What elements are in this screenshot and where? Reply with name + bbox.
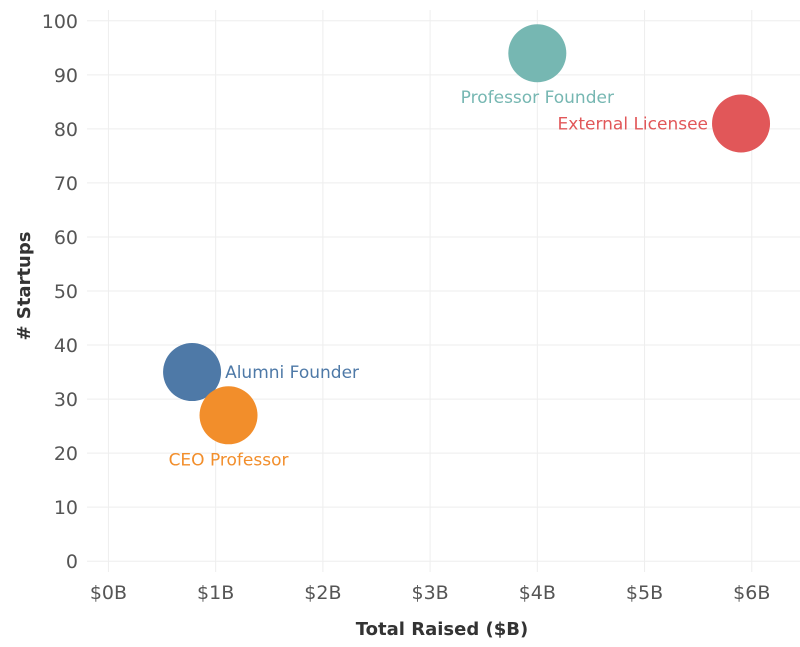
x-tick-label: $6B [733,582,770,604]
data-point-label: Professor Founder [461,88,614,108]
data-point-bubble [199,386,258,445]
y-tick-label: 40 [54,335,78,357]
grid [87,10,800,572]
data-point-label: Alumni Founder [225,363,359,383]
x-tick-label: $4B [519,582,556,604]
x-tick-label: $5B [626,582,663,604]
data-point-bubble [163,343,222,402]
data-points [163,24,771,445]
y-tick-label: 30 [54,389,78,411]
x-tick-label: $0B [90,582,127,604]
x-tick-label: $2B [304,582,341,604]
x-tick-label: $3B [411,582,448,604]
y-tick-label: 50 [54,281,78,303]
x-axis-title: Total Raised ($B) [356,619,528,640]
data-point-bubble [508,24,567,83]
y-tick-label: 0 [66,551,78,573]
y-tick-label: 10 [54,497,78,519]
y-tick-label: 20 [54,443,78,465]
y-tick-label: 90 [54,65,78,87]
data-point-label: External Licensee [558,114,709,134]
y-tick-label: 100 [42,11,78,33]
data-point-label: CEO Professor [169,450,289,470]
y-axis-ticks: 0 10 20 30 40 50 60 70 80 90 100 [42,11,78,573]
y-tick-label: 60 [54,227,78,249]
data-point-bubble [712,94,771,153]
data-point-labels: Professor Founder External Licensee Alumni… [169,88,708,470]
x-axis-ticks: $0B $1B $2B $3B $4B $5B $6B [90,582,771,604]
y-tick-label: 70 [54,173,78,195]
y-tick-label: 80 [54,119,78,141]
y-axis-title: # Startups [14,232,35,341]
x-tick-label: $1B [197,582,234,604]
